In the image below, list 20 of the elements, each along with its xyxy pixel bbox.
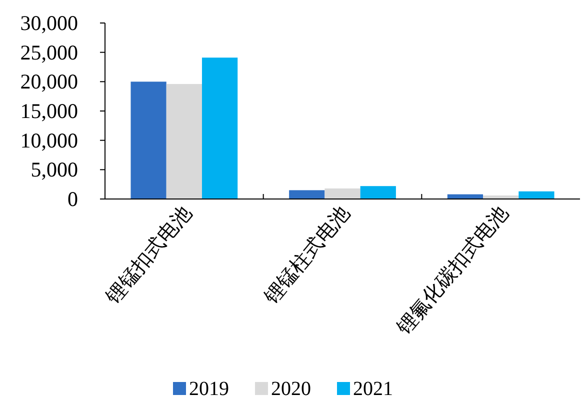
x-tick-label: 锂锰柱式电池 [260,202,354,309]
legend-label: 2019 [189,378,229,400]
y-tick-label: 15,000 [20,99,78,123]
y-tick-label: 5,000 [30,158,78,182]
y-tick-label: 25,000 [20,40,78,64]
bar [360,186,396,199]
bar [166,84,202,199]
bar [324,188,360,199]
x-tick-label: 锂锰扣式电池 [101,202,196,309]
legend-label: 2020 [271,378,311,400]
y-tick-label: 30,000 [20,11,78,35]
y-tick-label: 0 [68,187,78,211]
bar [130,82,166,199]
bar [518,191,554,199]
x-tick-label: 锂氟化碳扣式电池 [392,202,513,340]
bar [289,190,325,199]
legend-label: 2021 [353,378,393,400]
y-tick-label: 20,000 [20,70,78,94]
y-tick-label: 10,000 [20,128,78,152]
bar [202,58,238,199]
